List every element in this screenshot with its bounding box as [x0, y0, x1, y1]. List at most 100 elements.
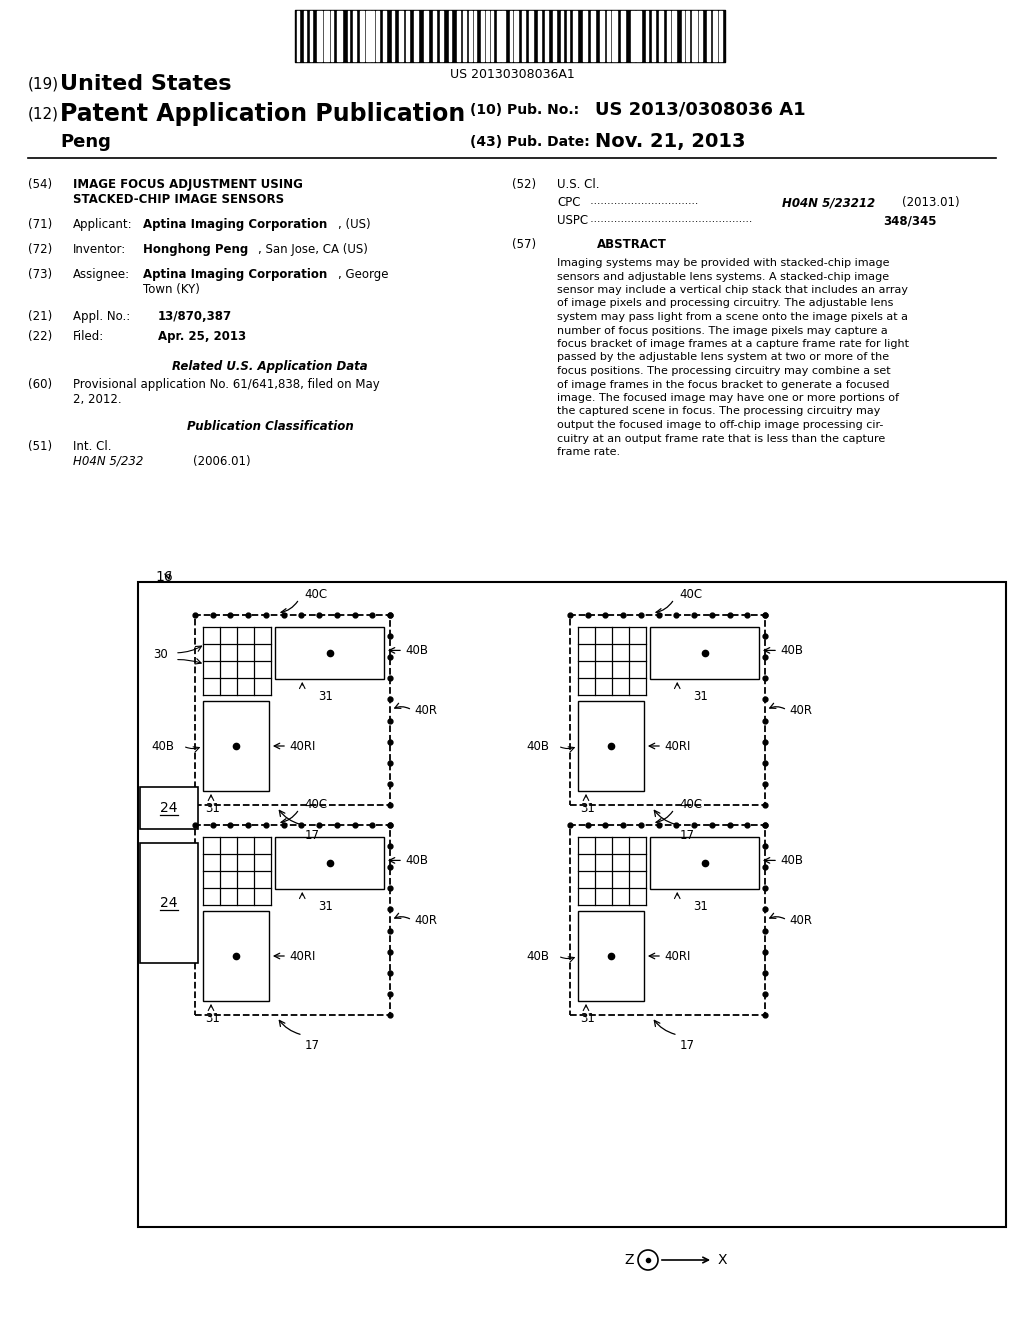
Text: 40R: 40R: [790, 704, 812, 717]
Bar: [195, 615, 390, 805]
Bar: [275, 627, 384, 678]
Text: (19): (19): [28, 77, 59, 91]
Text: (10) Pub. No.:: (10) Pub. No.:: [470, 103, 580, 117]
Text: (73): (73): [28, 268, 52, 281]
Text: US 2013/0308036 A1: US 2013/0308036 A1: [595, 102, 806, 119]
Text: 16: 16: [155, 570, 173, 583]
Text: 40R: 40R: [790, 913, 812, 927]
Text: 348/345: 348/345: [884, 214, 937, 227]
Text: cuitry at an output frame rate that is less than the capture: cuitry at an output frame rate that is l…: [557, 433, 886, 444]
Text: Honghong Peng: Honghong Peng: [143, 243, 248, 256]
Text: 31: 31: [318, 900, 334, 913]
Text: Town (KY): Town (KY): [143, 282, 200, 296]
Text: of image pixels and processing circuitry. The adjustable lens: of image pixels and processing circuitry…: [557, 298, 893, 309]
Text: US 20130308036A1: US 20130308036A1: [450, 69, 574, 82]
Bar: [140, 843, 198, 964]
Text: (72): (72): [28, 243, 52, 256]
Text: 31: 31: [205, 803, 220, 814]
Text: Imaging systems may be provided with stacked-chip image: Imaging systems may be provided with sta…: [557, 257, 890, 268]
Text: 40R: 40R: [414, 913, 437, 927]
Text: 17: 17: [680, 829, 694, 842]
Text: USPC: USPC: [557, 214, 588, 227]
Text: Applicant:: Applicant:: [73, 218, 133, 231]
Text: H04N 5/23212: H04N 5/23212: [782, 195, 876, 209]
Text: Peng: Peng: [60, 133, 111, 150]
Text: frame rate.: frame rate.: [557, 447, 621, 457]
Text: United States: United States: [60, 74, 231, 94]
Text: U.S. Cl.: U.S. Cl.: [557, 178, 599, 191]
Text: (71): (71): [28, 218, 52, 231]
Text: 31: 31: [205, 1012, 220, 1026]
Text: image. The focused image may have one or more portions of: image. The focused image may have one or…: [557, 393, 899, 403]
Text: (51): (51): [28, 440, 52, 453]
Text: Aptina Imaging Corporation: Aptina Imaging Corporation: [143, 218, 328, 231]
Text: X: X: [718, 1253, 727, 1267]
Bar: [203, 701, 269, 791]
Text: ABSTRACT: ABSTRACT: [597, 238, 667, 251]
Text: 40C: 40C: [679, 799, 702, 812]
Text: 17: 17: [305, 829, 319, 842]
Text: (22): (22): [28, 330, 52, 343]
Text: Appl. No.:: Appl. No.:: [73, 310, 130, 323]
Text: 40C: 40C: [679, 589, 702, 602]
Text: (2006.01): (2006.01): [193, 455, 251, 469]
Text: number of focus positions. The image pixels may capture a: number of focus positions. The image pix…: [557, 326, 888, 335]
Bar: [275, 837, 384, 888]
Text: 17: 17: [305, 1039, 319, 1052]
Text: H04N 5/232: H04N 5/232: [73, 455, 143, 469]
Text: Apr. 25, 2013: Apr. 25, 2013: [158, 330, 246, 343]
Text: 24: 24: [160, 801, 178, 814]
Text: Related U.S. Application Data: Related U.S. Application Data: [172, 360, 368, 374]
Text: Filed:: Filed:: [73, 330, 104, 343]
Text: Inventor:: Inventor:: [73, 243, 126, 256]
Text: Patent Application Publication: Patent Application Publication: [60, 102, 465, 125]
Text: passed by the adjustable lens system at two or more of the: passed by the adjustable lens system at …: [557, 352, 889, 363]
Bar: [140, 787, 198, 829]
Text: , (US): , (US): [338, 218, 371, 231]
Text: 40B: 40B: [151, 739, 174, 752]
Text: 13/870,387: 13/870,387: [158, 310, 232, 323]
Text: (57): (57): [512, 238, 537, 251]
Text: 40C: 40C: [304, 589, 328, 602]
Text: 31: 31: [693, 690, 709, 704]
Text: 40B: 40B: [406, 854, 428, 867]
Text: 40C: 40C: [304, 799, 328, 812]
Text: Assignee:: Assignee:: [73, 268, 130, 281]
Text: 40RI: 40RI: [289, 739, 315, 752]
Text: 31: 31: [318, 690, 334, 704]
Text: 40B: 40B: [526, 949, 549, 962]
Text: (52): (52): [512, 178, 537, 191]
Text: 31: 31: [580, 1012, 595, 1026]
Text: 40RI: 40RI: [289, 949, 315, 962]
Text: focus positions. The processing circuitry may combine a set: focus positions. The processing circuitr…: [557, 366, 891, 376]
Text: ................................: ................................: [587, 195, 698, 206]
Text: 2, 2012.: 2, 2012.: [73, 393, 122, 407]
Bar: [578, 701, 644, 791]
Text: (12): (12): [28, 107, 59, 121]
Text: (60): (60): [28, 378, 52, 391]
Text: Z: Z: [625, 1253, 634, 1267]
Bar: [650, 837, 759, 888]
Text: STACKED-CHIP IMAGE SENSORS: STACKED-CHIP IMAGE SENSORS: [73, 193, 284, 206]
Text: 24: 24: [160, 896, 178, 909]
Text: 40RI: 40RI: [664, 949, 690, 962]
Text: 40R: 40R: [414, 704, 437, 717]
Text: of image frames in the focus bracket to generate a focused: of image frames in the focus bracket to …: [557, 380, 890, 389]
Bar: [570, 615, 765, 805]
Text: 31: 31: [693, 900, 709, 913]
Text: focus bracket of image frames at a capture frame rate for light: focus bracket of image frames at a captu…: [557, 339, 909, 348]
Text: 17: 17: [680, 1039, 694, 1052]
Text: (54): (54): [28, 178, 52, 191]
Text: Aptina Imaging Corporation: Aptina Imaging Corporation: [143, 268, 328, 281]
Text: 40B: 40B: [780, 854, 803, 867]
Text: output the focused image to off-chip image processing cir-: output the focused image to off-chip ima…: [557, 420, 884, 430]
Text: 40B: 40B: [780, 644, 803, 657]
Text: sensor may include a vertical chip stack that includes an array: sensor may include a vertical chip stack…: [557, 285, 908, 294]
Text: ................................................: ........................................…: [587, 214, 753, 224]
Text: sensors and adjustable lens systems. A stacked-chip image: sensors and adjustable lens systems. A s…: [557, 272, 889, 281]
Text: Provisional application No. 61/641,838, filed on May: Provisional application No. 61/641,838, …: [73, 378, 380, 391]
Text: Nov. 21, 2013: Nov. 21, 2013: [595, 132, 745, 152]
Bar: [570, 825, 765, 1015]
Text: 40B: 40B: [526, 739, 549, 752]
Text: , San Jose, CA (US): , San Jose, CA (US): [258, 243, 368, 256]
